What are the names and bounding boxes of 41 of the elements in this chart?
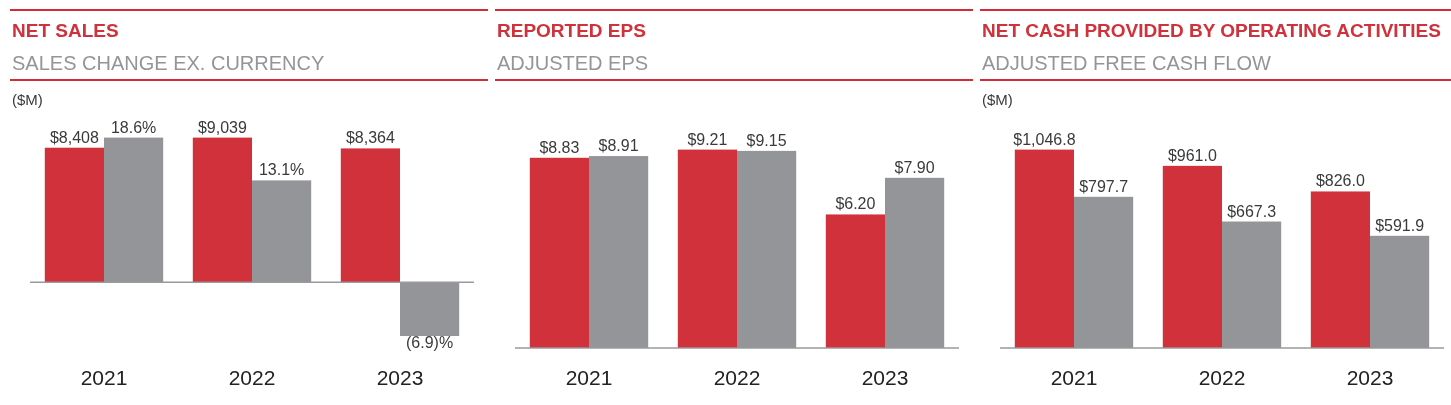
x-tick-label: 2023	[1346, 366, 1394, 389]
text: ADJUSTED FREE CASH FLOW	[982, 52, 1272, 74]
data-label: $591.9	[1375, 216, 1425, 234]
bar	[1162, 165, 1222, 348]
data-label: $9.21	[687, 130, 728, 148]
bar	[1310, 191, 1370, 348]
data-label: $8.83	[539, 138, 580, 156]
x-tick-label: 2021	[1050, 366, 1098, 389]
data-label: $7.90	[894, 158, 935, 176]
data-label: 13.1%	[258, 161, 305, 179]
data-label: $797.7	[1079, 177, 1129, 195]
text: NET CASH PROVIDED BY OPERATING ACTIVITIES	[982, 20, 1441, 41]
y-axis-title: ($M)	[982, 91, 1013, 108]
text: SALES CHANGE EX. CURRENCY	[12, 52, 325, 74]
bar	[529, 157, 589, 348]
data-label: $6.20	[835, 195, 876, 213]
data-label: $961.0	[1167, 146, 1217, 164]
data-label: $8.91	[598, 137, 639, 155]
x-tick-label: 2022	[228, 366, 276, 389]
x-tick-label: 2023	[861, 366, 909, 389]
data-label: 18.6%	[110, 118, 157, 136]
text: ADJUSTED EPS	[497, 52, 649, 74]
data-label: $8,408	[49, 128, 99, 146]
data-label: $826.0	[1315, 172, 1365, 190]
bar	[1014, 149, 1074, 348]
text: REPORTED EPS	[497, 20, 646, 41]
text: NET SALES	[12, 20, 119, 41]
x-tick-label: 2021	[565, 366, 613, 389]
y-axis-title: ($M)	[12, 91, 43, 108]
data-label: $9,039	[197, 118, 247, 136]
data-label: $9.15	[746, 131, 787, 149]
data-label: (6.9)%	[406, 334, 454, 352]
bar	[825, 214, 885, 348]
data-label: $8,364	[345, 129, 395, 147]
x-tick-label: 2022	[1198, 366, 1246, 389]
x-tick-label: 2023	[376, 366, 424, 389]
bar	[677, 149, 737, 348]
x-tick-label: 2022	[713, 366, 761, 389]
data-label: $667.3	[1227, 202, 1277, 220]
data-label: $1,046.8	[1013, 130, 1076, 148]
x-tick-label: 2021	[80, 366, 128, 389]
